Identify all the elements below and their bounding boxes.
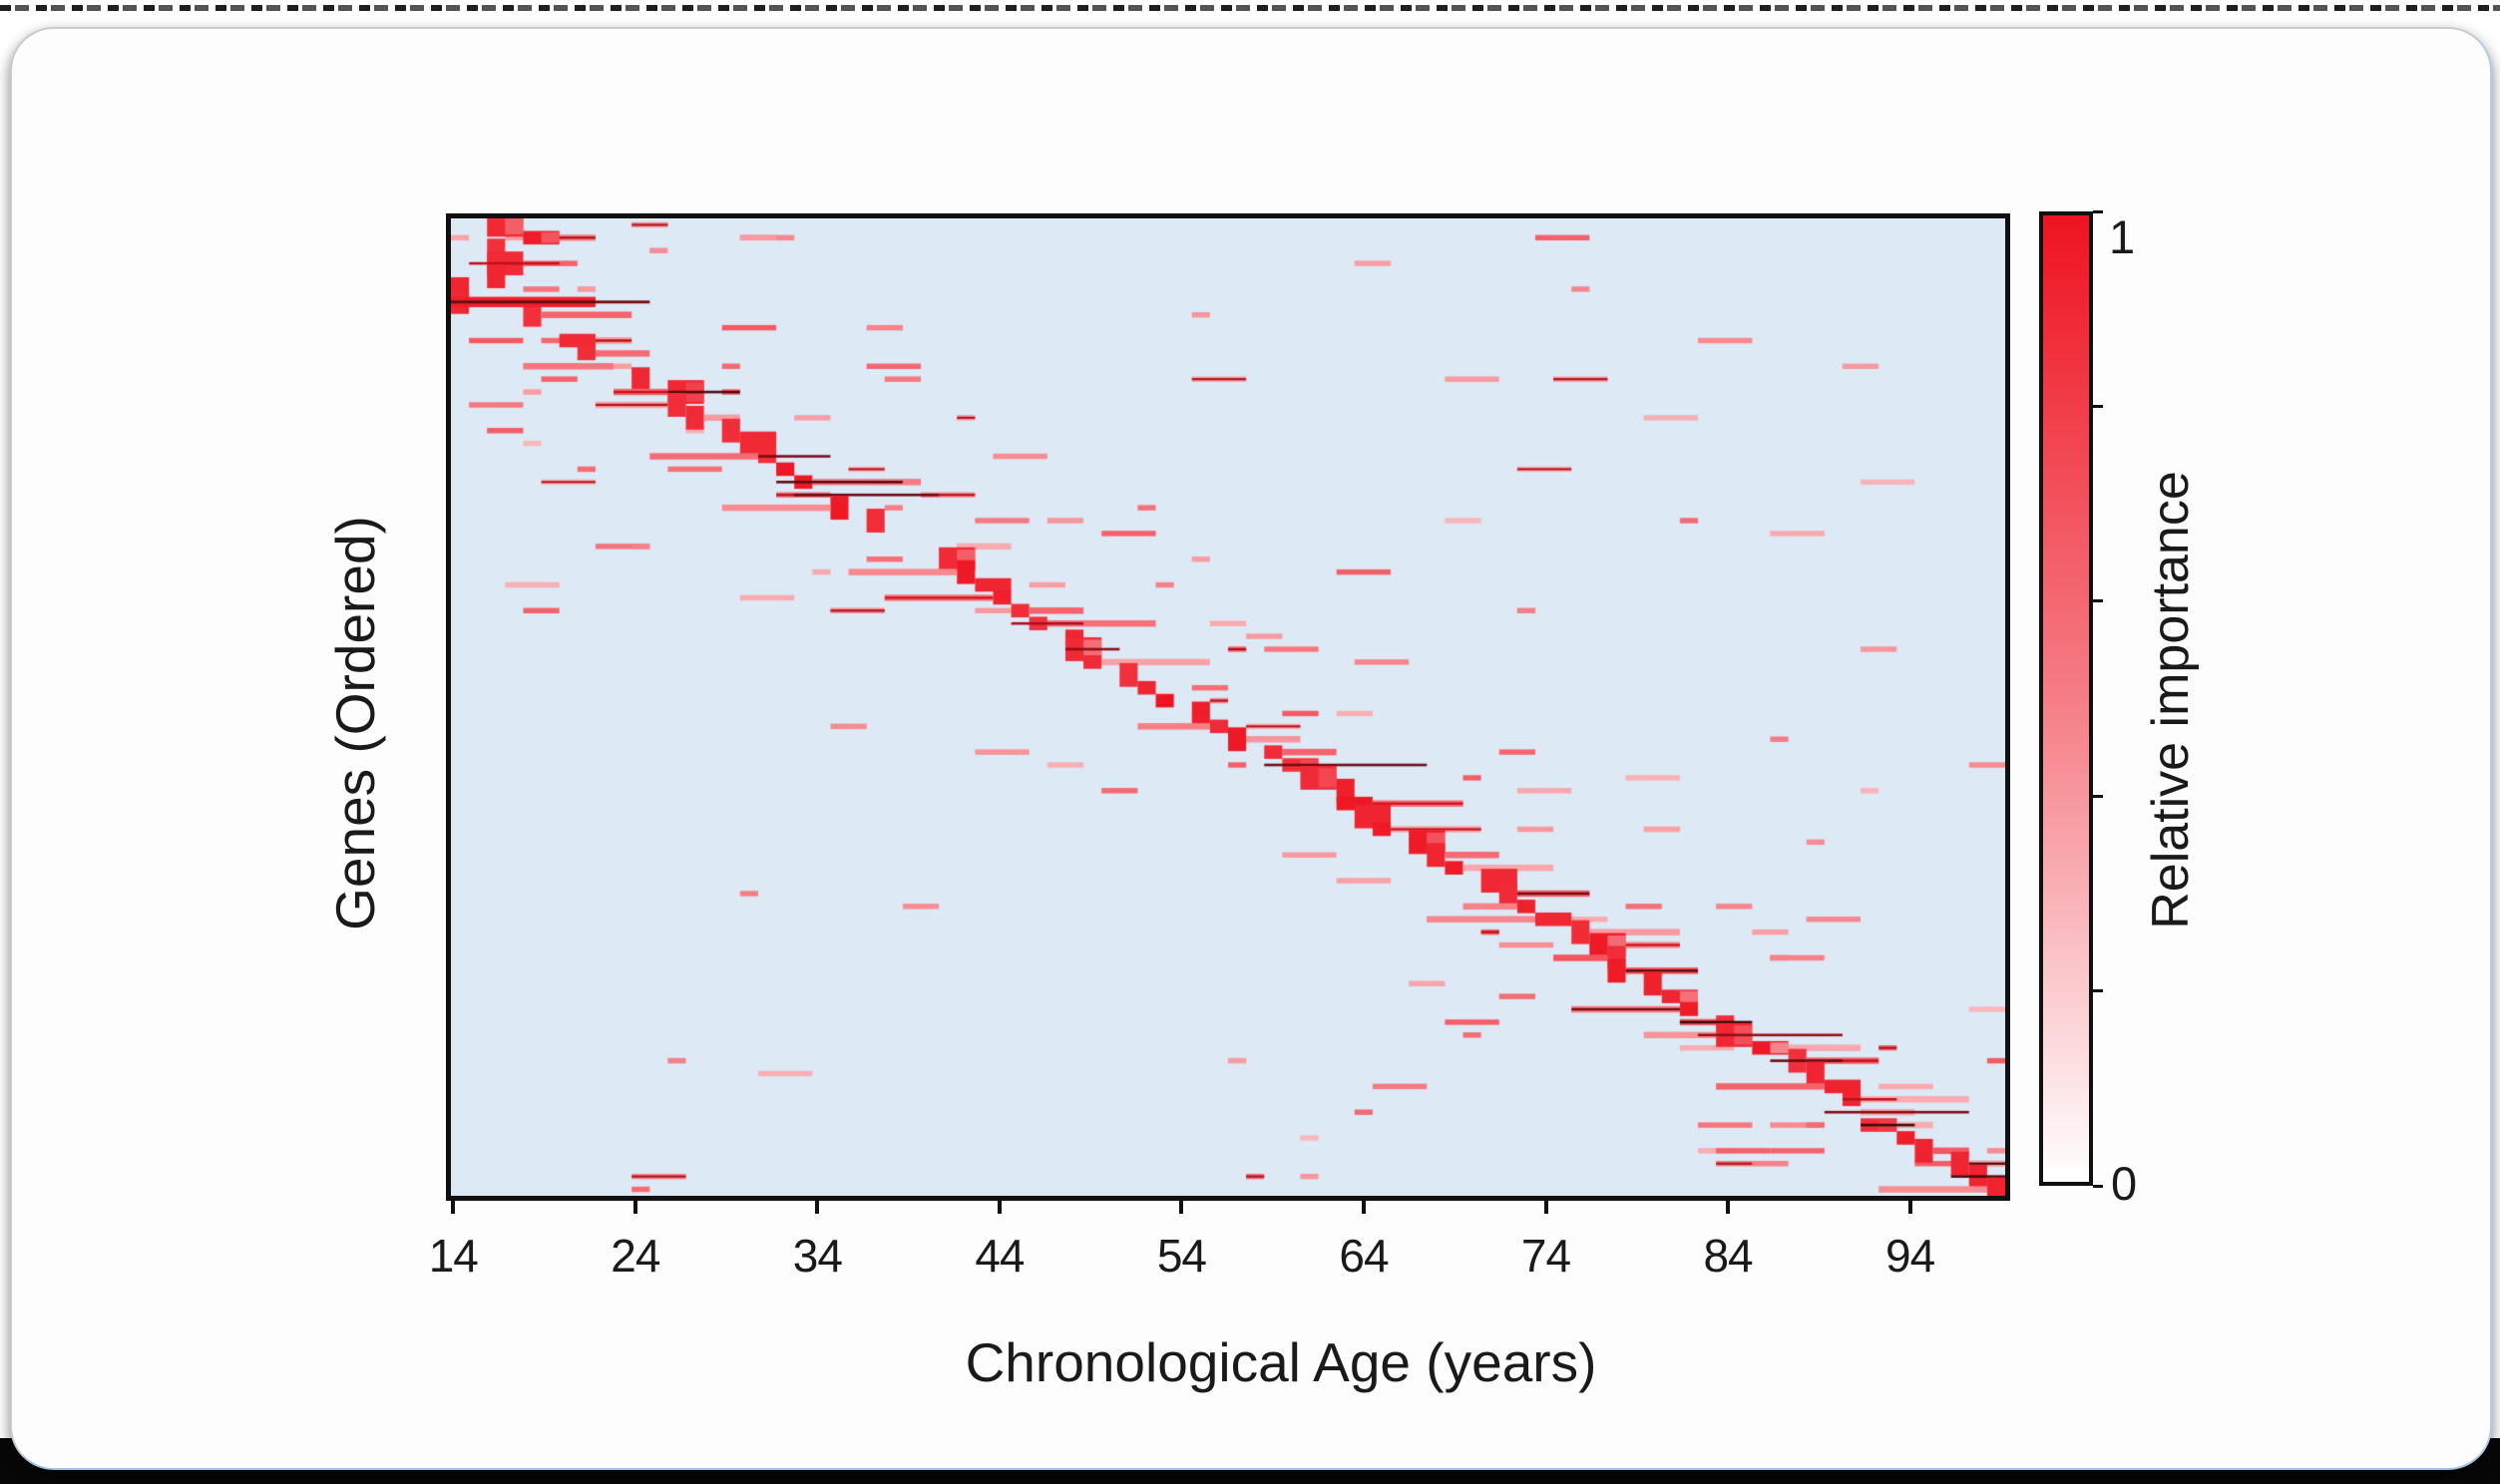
x-tick-label: 24 — [611, 1230, 660, 1282]
x-tick-mark — [1907, 1201, 1912, 1214]
y-axis-label: Genes (Ordered) — [324, 516, 386, 930]
top-edge-artifact — [0, 5, 2500, 11]
x-tick-label: 84 — [1703, 1230, 1753, 1282]
x-tick-label: 34 — [792, 1230, 843, 1282]
x-tick-mark — [815, 1201, 820, 1214]
colorbar-tick-mark — [2093, 599, 2103, 603]
colorbar-tick-mark — [2093, 794, 2103, 798]
x-tick-label: 54 — [1156, 1230, 1207, 1282]
x-tick-label: 44 — [975, 1230, 1025, 1282]
x-tick-label: 64 — [1339, 1230, 1389, 1282]
x-tick-mark — [632, 1201, 637, 1214]
colorbar — [2039, 211, 2093, 1186]
heatmap-axes — [446, 213, 2010, 1201]
colorbar-max-label: 1 — [2109, 210, 2136, 263]
x-tick-mark — [451, 1201, 456, 1214]
x-tick-mark — [1361, 1201, 1366, 1214]
colorbar-tick-mark — [2093, 989, 2103, 993]
x-tick-label: 94 — [1885, 1230, 1935, 1282]
x-tick-label: 74 — [1520, 1230, 1571, 1282]
x-tick-mark — [1726, 1201, 1731, 1214]
colorbar-tick-mark — [2093, 404, 2103, 408]
figure-card: Genes (Ordered) 14 24 34 44 54 64 74 84 94 Chron… — [10, 27, 2492, 1470]
x-tick-label: 14 — [428, 1230, 479, 1282]
colorbar-label: Relative importance — [2142, 471, 2200, 929]
x-axis-label: Chronological Age (years) — [965, 1331, 1597, 1393]
colorbar-tick-mark — [2093, 209, 2103, 213]
x-tick-mark — [1179, 1201, 1184, 1214]
x-tick-mark — [997, 1201, 1002, 1214]
x-tick-mark — [1543, 1201, 1548, 1214]
colorbar-min-label: 0 — [2111, 1157, 2138, 1210]
heatmap-canvas — [451, 218, 2005, 1196]
colorbar-tick-mark — [2093, 1184, 2103, 1188]
